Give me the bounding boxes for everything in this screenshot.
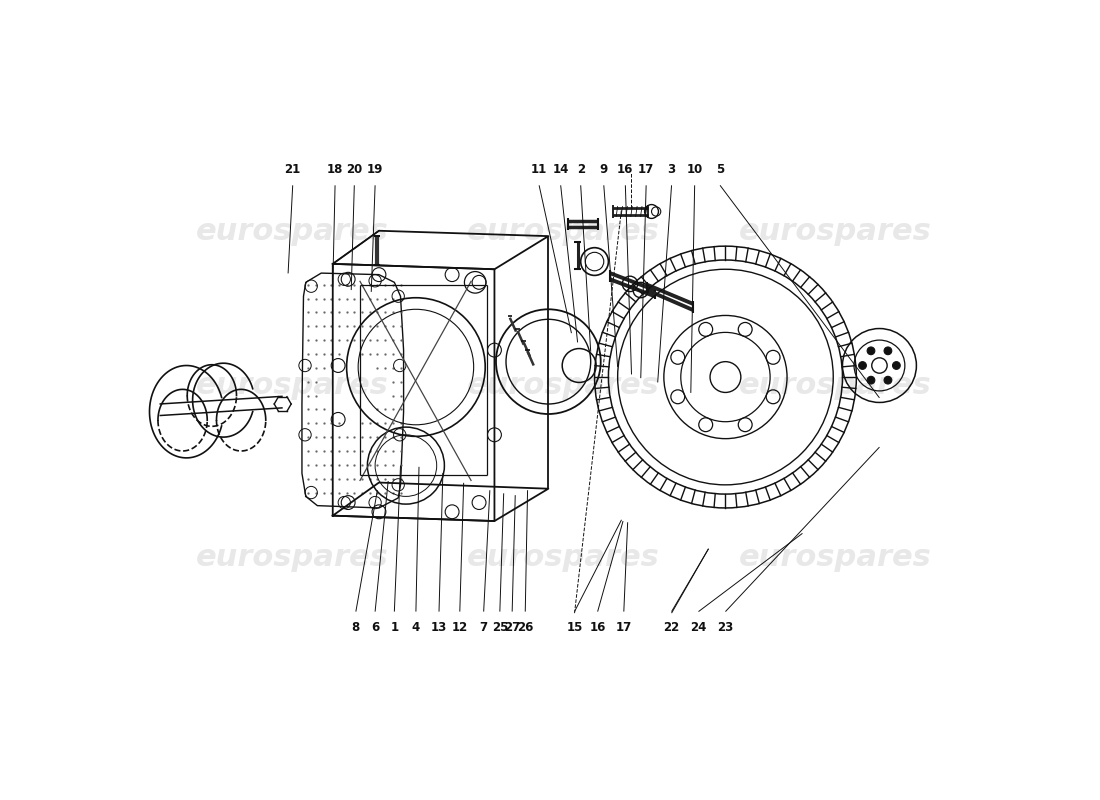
Text: 25: 25: [492, 621, 508, 634]
Text: 16: 16: [617, 163, 634, 176]
Circle shape: [884, 347, 892, 354]
Text: 10: 10: [686, 163, 703, 176]
Text: 22: 22: [663, 621, 680, 634]
Text: eurospares: eurospares: [738, 543, 932, 573]
Text: eurospares: eurospares: [196, 217, 389, 246]
Circle shape: [892, 362, 900, 370]
Text: eurospares: eurospares: [196, 543, 389, 573]
Text: 19: 19: [367, 163, 383, 176]
Text: eurospares: eurospares: [738, 217, 932, 246]
Circle shape: [867, 347, 875, 354]
Text: eurospares: eurospares: [738, 371, 932, 400]
Circle shape: [867, 376, 875, 384]
Text: 6: 6: [371, 621, 380, 634]
Text: 11: 11: [531, 163, 547, 176]
Text: eurospares: eurospares: [468, 543, 660, 573]
Text: 8: 8: [352, 621, 360, 634]
Text: 3: 3: [668, 163, 675, 176]
Text: 23: 23: [717, 621, 734, 634]
Text: eurospares: eurospares: [468, 217, 660, 246]
Text: 2: 2: [576, 163, 585, 176]
Text: 16: 16: [590, 621, 606, 634]
Text: 17: 17: [616, 621, 631, 634]
Text: 20: 20: [346, 163, 362, 176]
Text: 9: 9: [600, 163, 608, 176]
Text: 17: 17: [638, 163, 654, 176]
Text: 5: 5: [716, 163, 724, 176]
Circle shape: [884, 376, 892, 384]
Circle shape: [859, 362, 867, 370]
Text: eurospares: eurospares: [196, 371, 389, 400]
Text: 21: 21: [285, 163, 300, 176]
Text: eurospares: eurospares: [468, 371, 660, 400]
Text: 12: 12: [452, 621, 468, 634]
Text: 4: 4: [411, 621, 420, 634]
Text: 13: 13: [431, 621, 447, 634]
Text: 7: 7: [480, 621, 487, 634]
Text: 15: 15: [566, 621, 583, 634]
Text: 24: 24: [691, 621, 706, 634]
Text: 18: 18: [327, 163, 343, 176]
Text: 1: 1: [390, 621, 398, 634]
Text: 26: 26: [517, 621, 534, 634]
Text: 27: 27: [504, 621, 520, 634]
Text: 14: 14: [552, 163, 569, 176]
